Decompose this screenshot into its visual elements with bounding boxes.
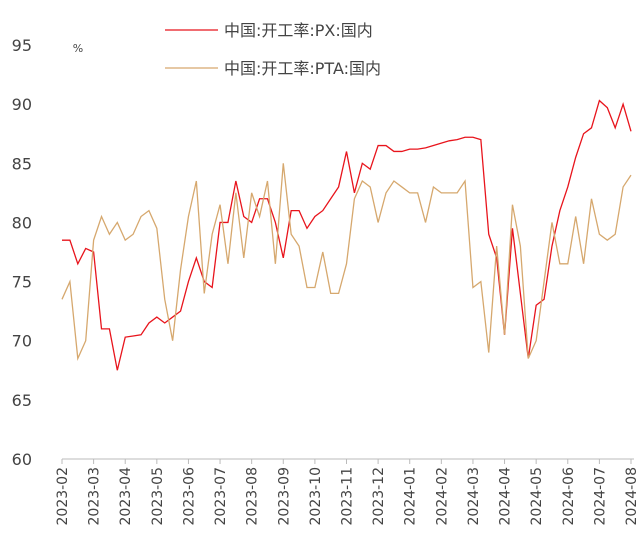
y-tick-label: 80 [12, 213, 32, 232]
x-tick-label: 2023-09 [276, 467, 292, 526]
x-tick-label: 2023-03 [87, 467, 103, 526]
x-tick-label: 2023-07 [213, 467, 229, 526]
x-tick-label: 2024-02 [434, 467, 450, 526]
y-tick-label: 90 [12, 95, 32, 114]
series-line [61, 163, 632, 361]
series-line [62, 99, 632, 371]
legend-label: 中国:开工率:PTA:国内 [224, 59, 381, 78]
y-tick-label: 85 [12, 154, 32, 173]
x-tick-label: 2024-07 [592, 467, 608, 526]
x-tick-label: 2024-04 [498, 467, 514, 526]
x-tick-label: 2024-03 [466, 467, 482, 526]
y-tick-label: 75 [12, 273, 32, 292]
y-axis-label: % [73, 42, 83, 55]
x-tick-label: 2024-05 [529, 467, 545, 526]
x-tick-label: 2024-06 [561, 467, 577, 526]
x-tick-label: 2023-05 [150, 467, 166, 526]
y-tick-label: 65 [12, 391, 32, 410]
x-tick-label: 2024-01 [403, 467, 419, 526]
x-tick-label: 2023-10 [308, 467, 324, 526]
y-tick-label: 60 [12, 450, 32, 469]
x-tick-label: 2023-12 [371, 467, 387, 526]
x-tick-label: 2023-06 [181, 467, 197, 526]
x-tick-label: 2023-08 [245, 467, 261, 526]
x-tick-label: 2023-04 [118, 467, 134, 526]
y-tick-label: 95 [12, 36, 32, 55]
x-tick-label: 2023-11 [340, 467, 356, 526]
x-tick-label: 2024-08 [624, 467, 637, 526]
legend-label: 中国:开工率:PX:国内 [224, 21, 373, 40]
y-tick-label: 70 [12, 332, 32, 351]
x-tick-label: 2023-02 [55, 467, 71, 526]
